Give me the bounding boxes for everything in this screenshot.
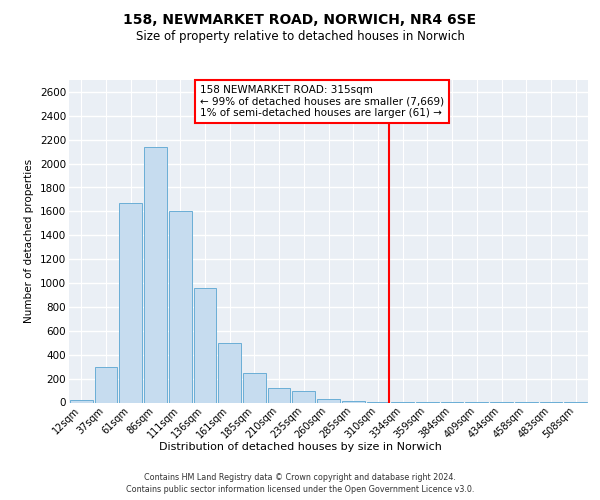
Bar (119, 203, 142, 402)
Bar (144, 147, 167, 403)
Bar (243, 372, 266, 402)
Text: 158, NEWMARKET ROAD, NORWICH, NR4 6SE: 158, NEWMARKET ROAD, NORWICH, NR4 6SE (124, 12, 476, 26)
Bar (292, 391, 315, 402)
Text: Distribution of detached houses by size in Norwich: Distribution of detached houses by size … (158, 442, 442, 452)
Bar (317, 399, 340, 402)
Bar (70, 400, 93, 402)
Bar (268, 388, 290, 402)
Bar (169, 212, 191, 402)
Bar (95, 368, 118, 402)
Bar (194, 288, 216, 403)
Text: 158 NEWMARKET ROAD: 315sqm
← 99% of detached houses are smaller (7,669)
1% of se: 158 NEWMARKET ROAD: 315sqm ← 99% of deta… (200, 85, 444, 118)
Text: Contains public sector information licensed under the Open Government Licence v3: Contains public sector information licen… (126, 485, 474, 494)
Text: Size of property relative to detached houses in Norwich: Size of property relative to detached ho… (136, 30, 464, 43)
Y-axis label: Number of detached properties: Number of detached properties (25, 159, 34, 324)
Bar (218, 343, 241, 402)
Text: Contains HM Land Registry data © Crown copyright and database right 2024.: Contains HM Land Registry data © Crown c… (144, 472, 456, 482)
